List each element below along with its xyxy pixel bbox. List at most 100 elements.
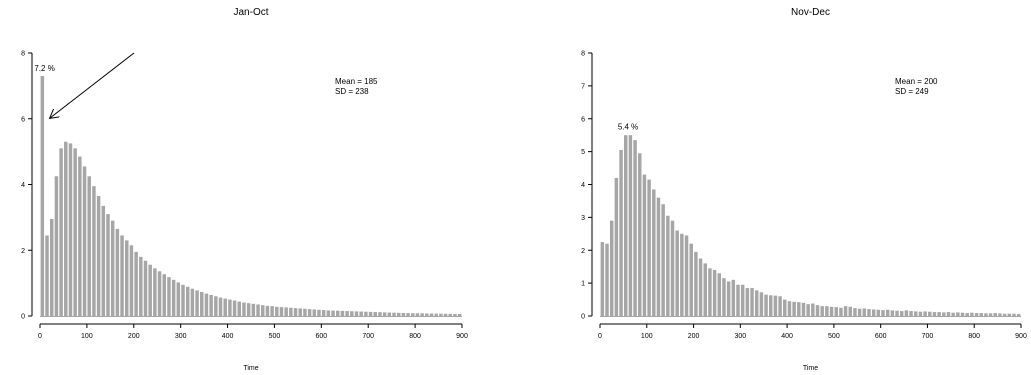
chart-2-bar xyxy=(881,310,885,316)
chart-1-bar xyxy=(340,310,345,316)
chart-2-bar xyxy=(899,311,904,316)
chart-1-bar xyxy=(68,143,73,316)
chart-2-bar xyxy=(923,311,927,316)
chart-1-bar xyxy=(331,310,335,316)
chart-1-bar xyxy=(326,310,331,316)
chart-2-annotation-label: 5.4 % xyxy=(618,123,638,132)
chart-2-bar xyxy=(759,292,764,316)
chart-2-bar xyxy=(722,278,726,316)
chart-2-bar xyxy=(638,153,642,316)
chart-1-bar xyxy=(167,277,171,316)
chart-1-y-tick-label: 4 xyxy=(21,182,25,189)
chart-2-y-tick-label: 3 xyxy=(581,215,585,222)
chart-2-bar xyxy=(890,310,895,316)
chart-1-stats-line: SD = 238 xyxy=(335,87,369,96)
chart-2-bar xyxy=(956,312,960,316)
chart-2-bar xyxy=(773,295,778,316)
chart-1-bar xyxy=(153,268,157,316)
chart-2-bar xyxy=(647,179,651,316)
chart-1-x-tick-label: 700 xyxy=(362,333,374,340)
chart-1-bar xyxy=(228,299,232,316)
chart-2-bar xyxy=(731,279,736,316)
chart-2-bar xyxy=(769,295,773,316)
chart-2-bar xyxy=(656,197,661,316)
chart-1-bar xyxy=(378,312,382,316)
chart-1-bar xyxy=(321,310,326,316)
chart-1-bar xyxy=(387,312,392,316)
chart-1-x-tick-label: 800 xyxy=(409,333,421,340)
chart-1-bar xyxy=(232,300,237,316)
chart-1-bar xyxy=(303,308,307,316)
chart-1-x-tick-label: 300 xyxy=(175,333,187,340)
chart-2-bar xyxy=(797,302,801,316)
chart-2-bar xyxy=(843,306,848,316)
chart-1-bar xyxy=(382,312,387,316)
chart-1-y-tick-label: 2 xyxy=(21,248,25,255)
chart-2-title: Nov-Dec xyxy=(791,7,830,18)
chart-1-annotation-label: 7.2 % xyxy=(34,64,54,73)
chart-1-bar xyxy=(129,245,134,316)
chart-1-bar xyxy=(284,307,288,316)
chart-2-bar xyxy=(876,309,881,316)
chart-1-x-tick-label: 500 xyxy=(269,333,281,340)
chart-1-bar xyxy=(54,176,59,316)
chart-2-bar xyxy=(666,215,670,316)
chart-1-bar xyxy=(448,313,453,316)
chart-2-bar xyxy=(974,313,979,316)
chart-1-bar xyxy=(237,301,242,316)
chart-1-stats-line: Mean = 185 xyxy=(335,77,378,86)
chart-1-bar xyxy=(368,311,373,316)
chart-2-bar xyxy=(1012,313,1016,316)
chart-1-bar xyxy=(411,313,415,316)
chart-2-bar xyxy=(736,284,740,316)
chart-1-bar xyxy=(307,309,312,316)
chart-2-bar xyxy=(834,307,838,316)
chart-2-bar xyxy=(928,311,932,316)
chart-1-bar xyxy=(120,235,124,316)
chart-1-bar xyxy=(429,313,434,316)
chart-2-y-tick-label: 2 xyxy=(581,248,585,255)
chart-1-title: Jan-Oct xyxy=(233,7,268,18)
chart-2-x-tick-label: 100 xyxy=(641,333,653,340)
chart-1-bar xyxy=(106,214,110,316)
chart-2-bar xyxy=(609,220,614,316)
chart-1-x-tick-label: 600 xyxy=(315,333,327,340)
chart-1-bar xyxy=(143,260,148,316)
chart-1-bar xyxy=(148,264,152,316)
chart-1-bar xyxy=(396,312,401,316)
chart-2-x-tick-label: 400 xyxy=(781,333,793,340)
chart-1-bar xyxy=(200,292,204,316)
chart-1-x-tick-label: 100 xyxy=(81,333,93,340)
chart-1-bar xyxy=(373,312,377,316)
chart-2-bar xyxy=(993,313,998,316)
chart-2-bar xyxy=(745,288,750,316)
chart-1-bar xyxy=(176,282,181,316)
chart-1-bar xyxy=(336,310,340,316)
chart-2-bar xyxy=(605,243,609,316)
chart-2-bar xyxy=(712,269,717,316)
chart-2-bar xyxy=(998,313,1002,316)
chart-2-bar xyxy=(764,294,768,316)
chart-1-bar xyxy=(73,148,77,316)
chart-2-bar xyxy=(698,258,703,316)
chart-1-bar xyxy=(134,251,138,316)
chart-2-bar xyxy=(932,312,937,316)
chart-1-bar xyxy=(256,304,260,316)
chart-2-bar xyxy=(825,306,829,316)
chart-2-bar xyxy=(633,140,637,316)
chart-2-bar xyxy=(984,313,988,316)
chart-1-bar xyxy=(157,271,162,316)
chart-1-x-tick-label: 0 xyxy=(38,333,42,340)
chart-1-bar xyxy=(195,290,199,316)
chart-1-bar xyxy=(162,274,166,316)
chart-1-bar xyxy=(139,256,143,316)
chart-2-bar xyxy=(703,263,707,316)
chart-1-bar xyxy=(354,311,359,316)
chart-2-y-tick-label: 5 xyxy=(581,149,585,156)
chart-2-bar xyxy=(754,290,759,316)
chart-1-bar xyxy=(453,313,457,316)
chart-1-bar xyxy=(82,166,87,316)
chart-1-bar xyxy=(101,205,106,316)
chart-2-bar xyxy=(988,313,993,316)
chart-1-bar xyxy=(425,313,429,316)
